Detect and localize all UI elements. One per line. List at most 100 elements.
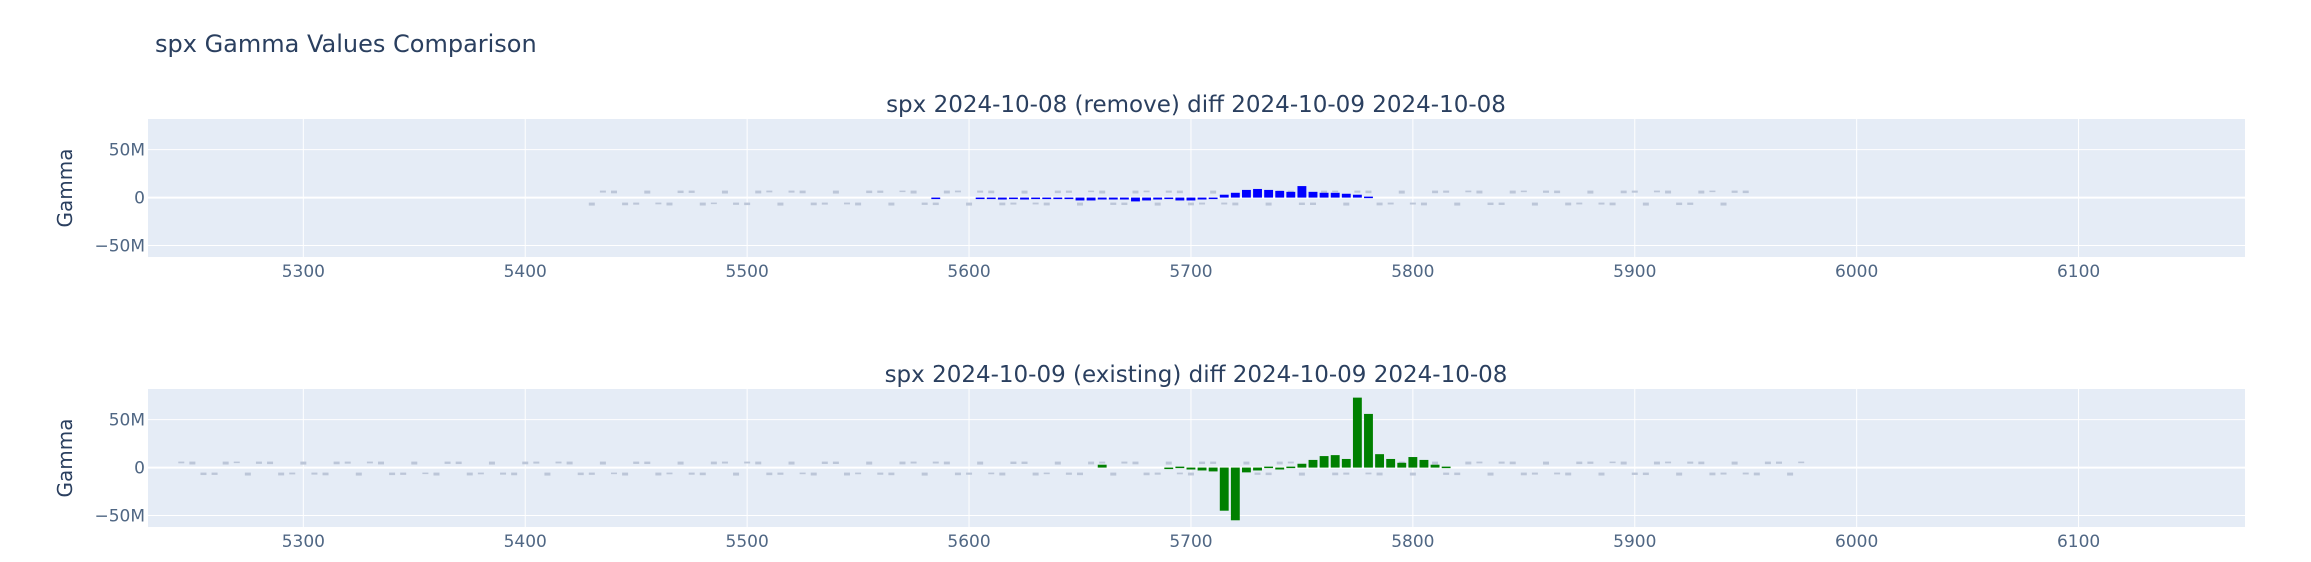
gamma-bar	[1341, 458, 1351, 468]
y-tick-label: 0	[134, 189, 145, 209]
gamma-bar	[1075, 197, 1085, 201]
x-tick-label: 5400	[504, 532, 547, 552]
gamma-bar	[1397, 462, 1407, 468]
minor-bar	[1243, 461, 1250, 465]
gamma-bar	[1319, 192, 1329, 198]
x-tick-label: 5600	[947, 532, 990, 552]
gamma-bar	[1086, 197, 1096, 201]
minor-bar	[921, 202, 928, 205]
minor-bar	[1021, 190, 1028, 194]
minor-bar	[1698, 461, 1705, 465]
minor-bar	[1409, 472, 1416, 476]
gamma-bar	[1297, 186, 1307, 198]
x-tick-label: 6000	[1835, 532, 1878, 552]
minor-bar	[910, 461, 917, 464]
minor-bar	[755, 461, 762, 465]
minor-bar	[244, 472, 251, 476]
x-tick-label: 6100	[2057, 262, 2100, 282]
gamma-bar	[1264, 189, 1274, 198]
gamma-bar	[1319, 456, 1329, 468]
gamma-bar	[1175, 197, 1185, 201]
minor-bar	[1265, 472, 1272, 476]
minor-bar	[1065, 472, 1072, 475]
minor-bar	[1254, 472, 1261, 475]
minor-bar	[1043, 202, 1050, 206]
minor-bar	[577, 472, 584, 476]
minor-bar	[1443, 190, 1450, 193]
minor-bar	[1565, 472, 1572, 476]
minor-bar	[1620, 190, 1627, 194]
minor-bar	[1465, 190, 1472, 193]
x-tick-label: 5900	[1613, 532, 1656, 552]
y-tick-label: 50M	[109, 411, 145, 431]
minor-bar	[1010, 202, 1017, 205]
gamma-bar	[931, 197, 941, 200]
minor-bar	[455, 461, 462, 465]
minor-bar	[655, 472, 662, 476]
gamma-bar	[1375, 454, 1385, 468]
minor-bar	[500, 472, 507, 475]
minor-bar	[733, 202, 740, 205]
minor-bar	[1665, 190, 1672, 194]
y-axis-label-existing: Gamma	[53, 419, 77, 498]
minor-bar	[777, 472, 784, 475]
minor-bar	[1110, 202, 1117, 205]
minor-bar	[1088, 190, 1095, 193]
x-tick-label: 5300	[282, 532, 325, 552]
minor-bar	[267, 461, 274, 465]
minor-bar	[1032, 472, 1039, 476]
gamma-bar	[1042, 197, 1052, 200]
minor-bar	[189, 461, 196, 465]
minor-bar	[877, 190, 884, 193]
minor-bar	[866, 461, 873, 465]
minor-bar	[1653, 190, 1660, 193]
minor-bar	[1631, 190, 1638, 193]
minor-bar	[1764, 461, 1771, 465]
minor-bar	[1598, 202, 1605, 205]
minor-bar	[677, 461, 684, 465]
minor-bar	[1687, 202, 1694, 205]
minor-bar	[1587, 461, 1594, 464]
gamma-bar	[1164, 197, 1174, 200]
minor-bar	[1132, 190, 1139, 194]
chart-panel-remove: 5300 5400 5500 5600 5700 5800 5900 6000 6100 −50…	[53, 92, 2245, 282]
minor-bar	[289, 472, 296, 475]
minor-bar	[633, 202, 640, 205]
y-tick-label: −50M	[94, 237, 145, 257]
minor-bar	[899, 461, 906, 465]
minor-bar	[477, 472, 484, 475]
minor-bar	[677, 190, 684, 194]
minor-bar	[1443, 472, 1450, 475]
minor-bar	[599, 461, 606, 465]
minor-bar	[1321, 190, 1328, 194]
gamma-bar	[1197, 467, 1207, 471]
minor-bar	[954, 190, 961, 193]
minor-bar	[1165, 461, 1172, 465]
y-tick-label: −50M	[94, 507, 145, 527]
minor-bar	[1332, 472, 1339, 476]
minor-bar	[1199, 202, 1206, 205]
minor-bar	[1454, 202, 1461, 206]
minor-bar	[1598, 472, 1605, 476]
minor-bar	[932, 202, 939, 206]
minor-bar	[1543, 190, 1549, 193]
minor-bar	[1742, 190, 1749, 194]
minor-bar	[666, 202, 673, 206]
minor-bar	[566, 461, 573, 465]
minor-bar	[1332, 190, 1339, 193]
minor-bar	[1143, 190, 1150, 193]
minor-bar	[1265, 202, 1272, 206]
gamma-bar	[1308, 459, 1318, 468]
gamma-bar	[1208, 467, 1218, 472]
minor-bar	[1121, 202, 1128, 206]
minor-bar	[1387, 202, 1394, 205]
minor-bar	[1487, 202, 1494, 206]
minor-bar	[1487, 472, 1494, 476]
minor-bar	[655, 202, 662, 205]
minor-bar	[1143, 472, 1150, 476]
x-tick-label: 5900	[1613, 262, 1656, 282]
gamma-bar	[1219, 467, 1229, 511]
minor-bar	[466, 472, 473, 476]
gamma-bar	[1208, 197, 1218, 200]
x-tick-label: 5400	[504, 262, 547, 282]
